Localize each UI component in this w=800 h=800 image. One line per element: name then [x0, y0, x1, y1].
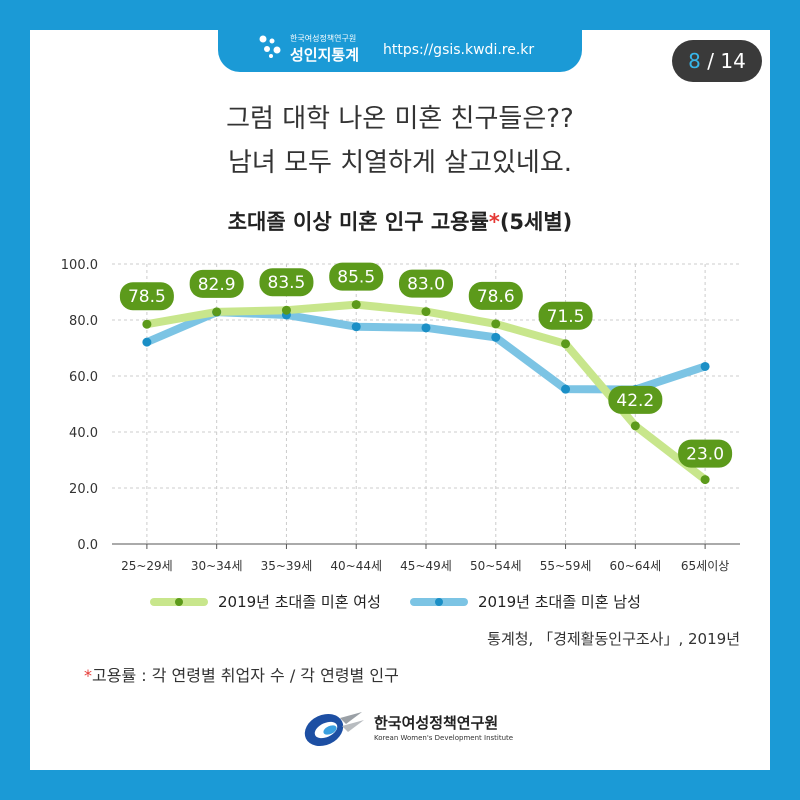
data-label-badge	[329, 262, 384, 291]
footnote-text: 고용률 : 각 연령별 취업자 수 / 각 연령별 인구	[92, 666, 399, 685]
y-tick-label: 80.0	[69, 314, 98, 329]
x-tick-label: 45~49세	[400, 559, 452, 573]
data-point-female	[491, 319, 501, 329]
line-chart: 0.0 20.0 40.0 60.0 80.0 100.0 25~29세 30~34세 35~3…	[61, 258, 740, 573]
data-label: 85.5	[337, 268, 375, 288]
data-label-badge	[608, 385, 663, 414]
x-tick-label: 60~64세	[610, 559, 662, 573]
data-label-badge	[259, 268, 314, 297]
data-label: 42.2	[616, 391, 654, 411]
data-label: 83.0	[407, 275, 445, 295]
data-point-male	[491, 332, 501, 342]
data-point-female	[630, 421, 640, 431]
page-separator: /	[700, 49, 721, 73]
legend-male-dot	[435, 598, 443, 606]
data-label: 82.9	[198, 275, 236, 295]
legend-male-label: 2019년 초대졸 미혼 남성	[478, 593, 641, 611]
data-point-female	[561, 339, 571, 349]
chart-title-star: *	[488, 210, 500, 234]
header-brand: 성인지통계	[290, 46, 360, 64]
x-tick-label: 55~59세	[540, 559, 592, 573]
data-label: 23.0	[686, 445, 724, 465]
page-total: 14	[720, 49, 746, 73]
data-label-badge	[468, 281, 523, 310]
data-label-badge	[189, 269, 244, 298]
x-tick-label: 25~29세	[121, 559, 173, 573]
data-label: 78.5	[128, 287, 166, 307]
footnote: *고용률 : 각 연령별 취업자 수 / 각 연령별 인구	[84, 662, 399, 686]
x-tick-label: 35~39세	[261, 559, 313, 573]
data-point-male	[561, 384, 571, 394]
data-label: 71.5	[547, 307, 585, 327]
headline-line2: 남녀 모두 치열하게 살고있네요.	[227, 148, 573, 178]
headline-line1: 그럼 대학 나온 미혼 친구들은??	[226, 104, 574, 134]
footer-org-name-ko: 한국여성정책연구원	[374, 714, 499, 732]
chart-title: 초대졸 이상 미혼 인구 고용률*(5세별)	[0, 206, 800, 236]
data-label-badge	[119, 282, 174, 311]
data-point-male	[142, 337, 152, 347]
data-point-male	[700, 361, 710, 371]
data-point-female	[700, 475, 710, 485]
chart-title-suffix: (5세별)	[499, 210, 573, 234]
data-label: 78.6	[477, 287, 515, 307]
data-label-badge	[538, 301, 593, 330]
data-label-badge	[678, 439, 733, 468]
page-counter: 8 / 14	[672, 40, 762, 82]
y-tick-label: 40.0	[69, 426, 98, 441]
data-point-female	[351, 300, 361, 310]
header-tab: 한국여성정책연구원 성인지통계 https://gsis.kwdi.re.kr	[218, 30, 582, 72]
x-tick-label: 40~44세	[330, 559, 382, 573]
header-org-name: 한국여성정책연구원	[290, 34, 357, 43]
footer-org-name-en: Korean Women's Development Institute	[374, 734, 514, 742]
chart-title-main: 초대졸 이상 미혼 인구 고용률	[227, 210, 489, 234]
legend-female-label: 2019년 초대졸 미혼 여성	[218, 593, 381, 611]
data-point-female	[281, 305, 291, 315]
y-tick-label: 100.0	[61, 258, 98, 273]
source-note: 통계청, 「경제활동인구조사」, 2019년	[487, 630, 740, 648]
y-tick-label: 60.0	[69, 370, 98, 385]
data-point-male	[351, 322, 361, 332]
footnote-star: *	[84, 666, 92, 685]
y-tick-label: 0.0	[77, 538, 98, 553]
data-point-female	[421, 307, 431, 317]
data-label-badge	[399, 269, 453, 298]
data-point-female	[212, 307, 222, 317]
y-tick-label: 20.0	[69, 482, 98, 497]
page-current: 8	[688, 49, 701, 73]
x-tick-label: 65세이상	[681, 559, 729, 573]
data-point-male	[421, 323, 431, 333]
x-tick-label: 50~54세	[470, 559, 522, 573]
header-url[interactable]: https://gsis.kwdi.re.kr	[383, 42, 535, 58]
x-tick-label: 30~34세	[191, 559, 243, 573]
kwdi-swirl-logo-icon	[304, 712, 364, 747]
data-point-female	[142, 319, 152, 329]
legend-female-dot	[175, 598, 183, 606]
dots-logo-icon	[259, 35, 281, 58]
data-label: 83.5	[268, 273, 306, 293]
